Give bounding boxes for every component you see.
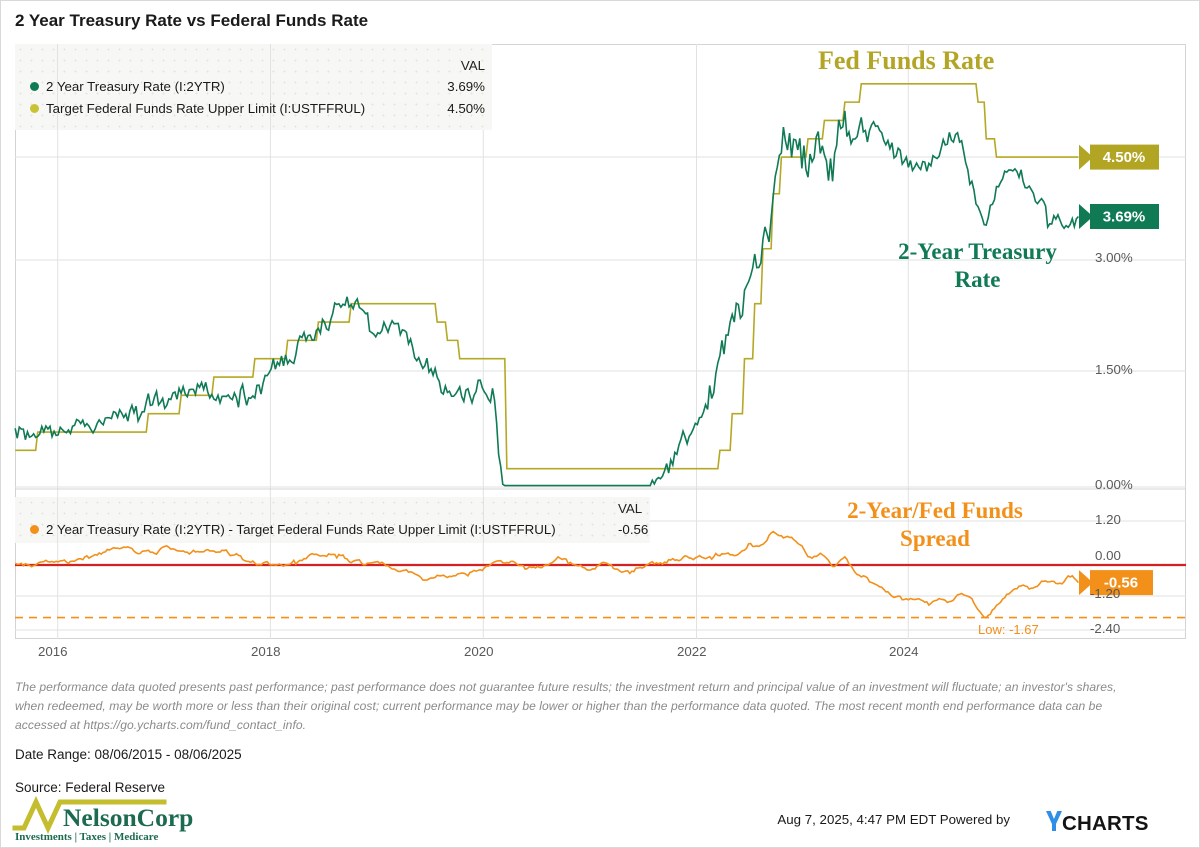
svg-text:CHARTS: CHARTS <box>1062 812 1149 835</box>
svg-text:4.50%: 4.50% <box>1103 149 1146 166</box>
svg-text:NelsonCorp: NelsonCorp <box>63 803 193 832</box>
svg-text:Investments | Taxes | Medicare: Investments | Taxes | Medicare <box>15 831 158 843</box>
svg-text:3.69%: 3.69% <box>1103 209 1146 226</box>
